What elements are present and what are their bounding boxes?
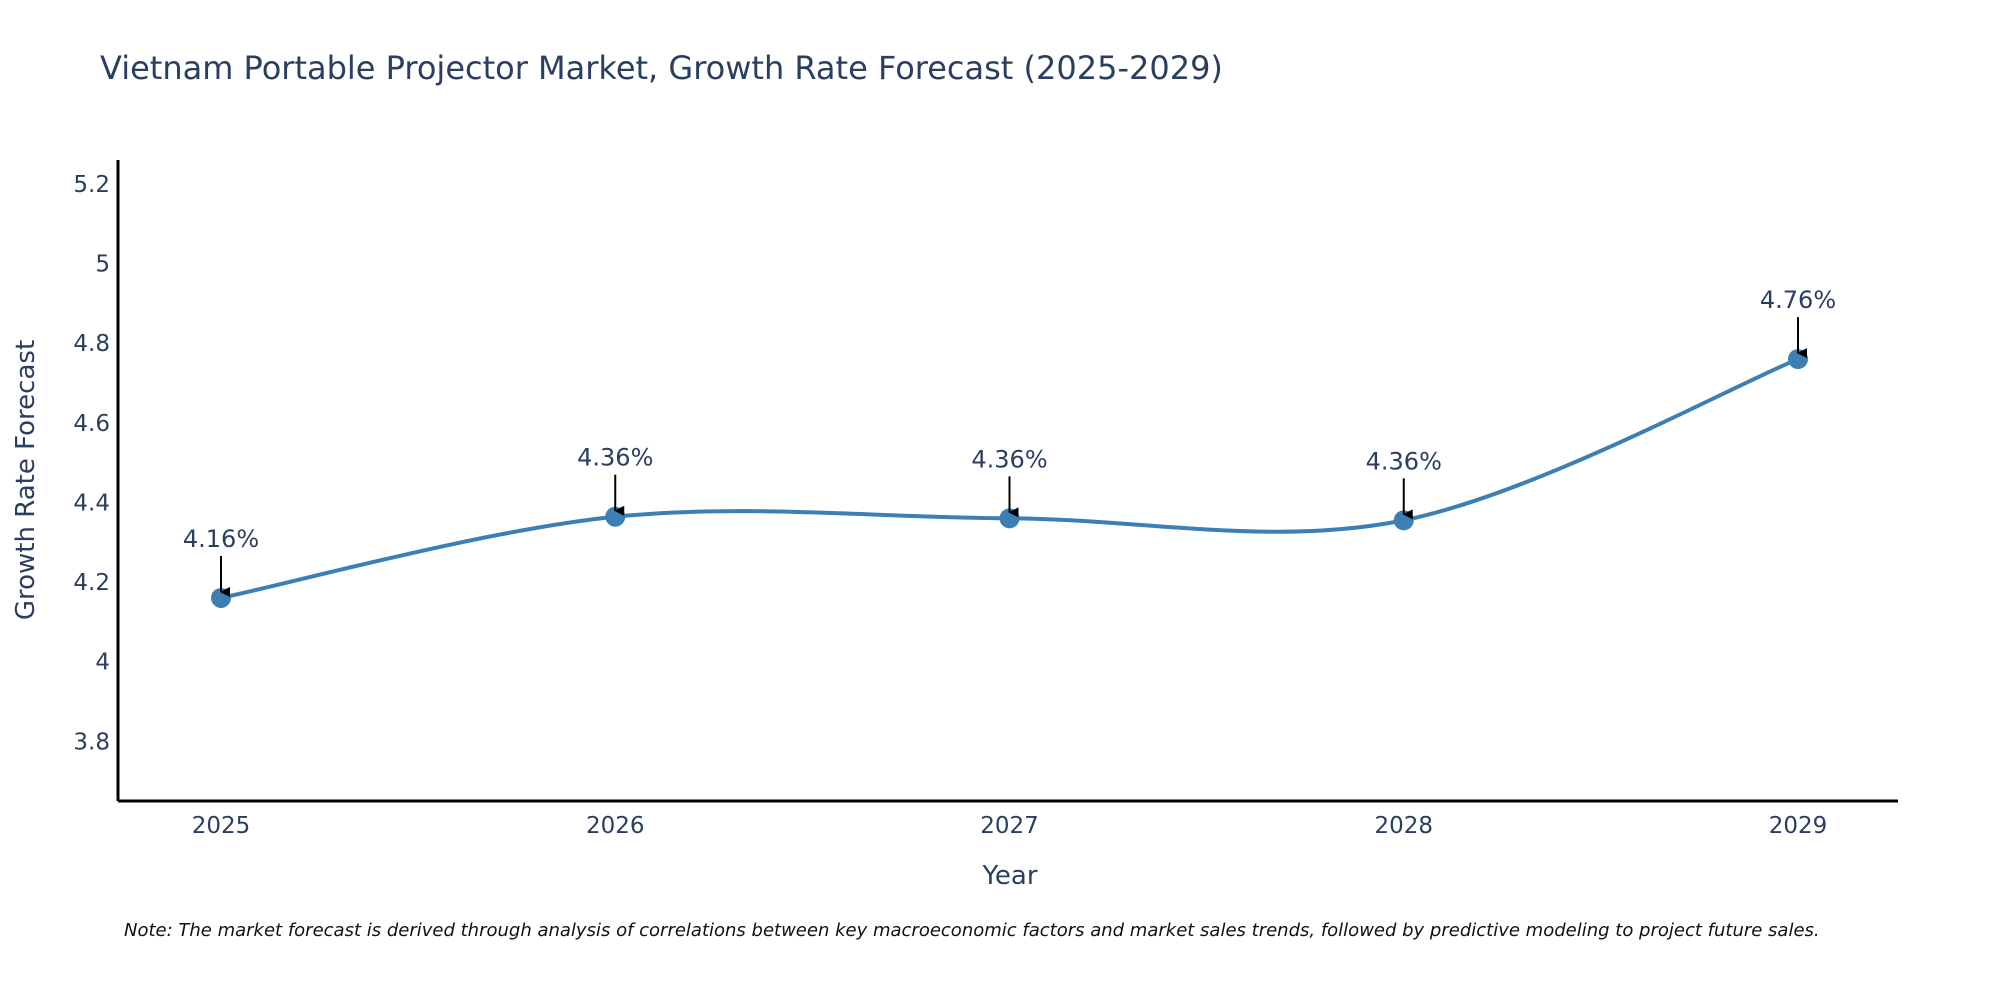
y-tick-label: 5: [95, 252, 110, 278]
data-label: 4.36%: [1366, 447, 1442, 475]
data-label: 4.36%: [577, 444, 653, 472]
annotations-layer: 4.16% 4.36% 4.36% 4.36% 4.76%: [183, 286, 1836, 597]
y-tick-label: 4.6: [73, 411, 110, 437]
footnote: Note: The market forecast is derived thr…: [124, 920, 1820, 941]
axes: 3.8 4 4.2 4.4 4.6 4.8 5 5.2 2025 2026 2027 2028 2029: [73, 160, 1898, 839]
chart-title: Vietnam Portable Projector Market, Growt…: [100, 49, 1223, 87]
x-tick-label: 2026: [586, 813, 645, 839]
data-label: 4.16%: [183, 525, 259, 553]
y-tick-label: 3.8: [73, 729, 110, 755]
x-tick-label: 2028: [1374, 813, 1433, 839]
y-tick-label: 4.2: [73, 570, 110, 596]
y-tick-label: 4.8: [73, 331, 110, 357]
y-tick-label: 4: [95, 650, 110, 676]
x-tick-label: 2027: [980, 813, 1039, 839]
y-tick-label: 5.2: [73, 172, 110, 198]
x-axis-title: Year: [981, 861, 1037, 891]
data-label: 4.36%: [971, 445, 1047, 473]
data-label: 4.76%: [1760, 286, 1836, 314]
y-tick-label: 4.4: [73, 490, 110, 516]
x-tick-label: 2029: [1769, 813, 1828, 839]
y-axis-title: Growth Rate Forecast: [11, 340, 41, 620]
x-tick-label: 2025: [192, 813, 251, 839]
